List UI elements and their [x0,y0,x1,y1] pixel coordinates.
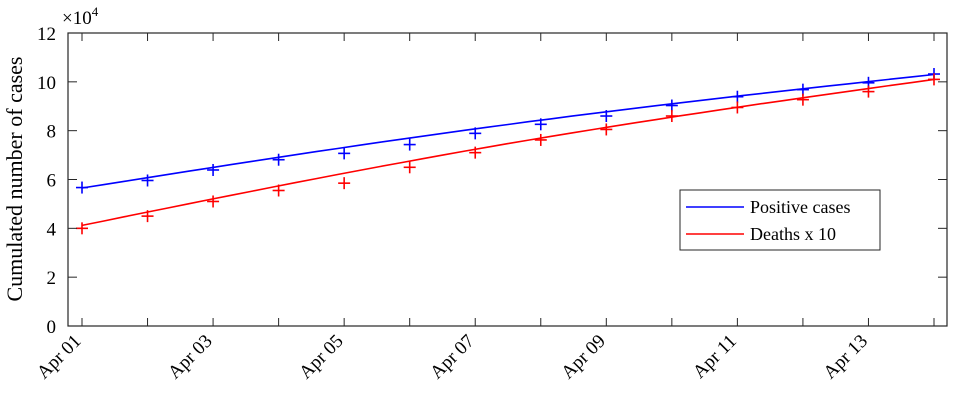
plot-area [67,32,948,327]
data-point-deaths [207,195,220,208]
chart-marks [76,68,940,235]
data-point-positive-cases [76,181,88,194]
data-point-positive-cases [796,83,809,96]
data-point-deaths [534,133,547,146]
data-point-positive-cases [403,138,416,151]
legend-box [679,189,881,251]
y-axis-ticks: 0 2 4 6 8 10 12 [37,24,947,338]
x-tick-label: Apr 11 [689,331,741,383]
axes-box [67,32,948,327]
data-point-deaths [796,93,809,106]
data-point-deaths [272,184,285,197]
data-point-positive-cases [469,127,482,140]
data-point-deaths [665,110,678,123]
data-point-deaths [862,85,875,98]
y-tick-label: 2 [47,268,57,289]
data-point-deaths [469,146,482,159]
data-point-positive-cases [534,118,547,131]
data-point-deaths [928,73,940,86]
y-tick-label: 0 [47,317,57,338]
x-tick-label: Apr 09 [557,331,610,384]
y-multiplier-exponent: 4 [92,4,99,19]
data-point-positive-cases [338,147,351,160]
y-tick-label: 8 [47,122,57,143]
data-point-deaths [403,161,416,174]
y-tick-label: 6 [47,171,57,192]
x-tick-label: Apr 13 [819,331,872,384]
data-point-positive-cases [600,110,613,123]
data-point-positive-cases [272,153,285,166]
data-point-deaths [600,123,613,136]
y-axis-label: Cumulated number of cases [2,57,27,302]
data-point-positive-cases [141,174,154,187]
legend: Positive cases Deaths x 10 [679,189,881,251]
data-point-positive-cases [665,99,678,112]
legend-label-deaths: Deaths x 10 [750,224,836,244]
data-point-positive-cases [731,90,744,103]
y-axis-multiplier: ×104 [62,4,99,29]
x-tick-label: Apr 07 [426,331,479,384]
data-point-deaths [731,101,744,114]
y-tick-label: 4 [47,219,57,240]
x-tick-label: Apr 01 [33,331,86,384]
x-tick-label: Apr 05 [295,331,348,384]
x-tick-label: Apr 03 [164,331,217,384]
data-point-deaths [338,177,351,190]
data-point-positive-cases [207,163,220,176]
series-line-positive-cases [81,73,935,189]
y-tick-label: 12 [37,24,56,45]
y-multiplier-base: ×10 [62,8,92,29]
data-point-deaths [76,222,88,235]
legend-label-positive-cases: Positive cases [750,197,851,217]
data-point-deaths [141,210,154,223]
y-tick-label: 10 [37,73,56,94]
series-line-deaths [81,78,935,227]
